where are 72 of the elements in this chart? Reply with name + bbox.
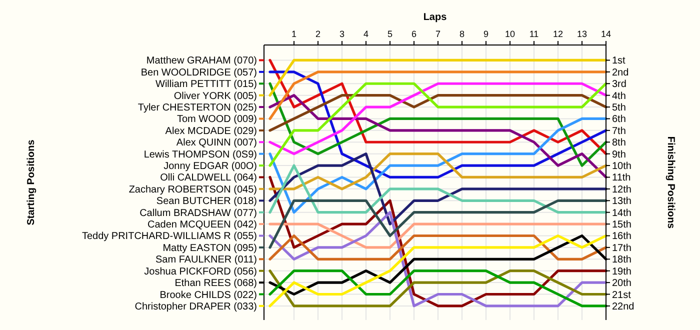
line-series <box>268 117 608 214</box>
line-series <box>268 164 608 214</box>
legend-label: William PETTITT (015) <box>156 79 257 90</box>
line-series <box>268 94 608 179</box>
y2-tick-label: 2nd <box>612 67 629 78</box>
y2-tick-label: 5th <box>612 102 626 114</box>
x-tick-label: 14 <box>600 29 612 39</box>
x-tick-label: 11 <box>529 29 539 39</box>
legend-label: Ethan REES (068) <box>174 278 257 290</box>
y2-tick-label: 6th <box>612 114 626 126</box>
y2-tick-label: 15th <box>612 220 632 231</box>
x-axis-title: Laps <box>423 12 448 23</box>
y2-tick-label: 8th <box>612 138 626 149</box>
y2-tick-label: 9th <box>612 149 626 160</box>
y2-tick-label: 20th <box>612 278 632 290</box>
y2-tick-label: 10th <box>612 161 632 172</box>
y2-tick-label: 16th <box>612 231 632 242</box>
y2-tick-label: 3rd <box>612 79 626 90</box>
line-series <box>268 94 608 132</box>
line-series <box>268 211 608 308</box>
line-series <box>268 152 608 190</box>
x-tick-label: 10 <box>504 29 516 39</box>
legend-label: Tyler CHESTERTON (025) <box>138 102 257 114</box>
y2-tick-label: 17th <box>612 242 632 254</box>
x-tick-label: 6 <box>411 29 417 39</box>
y2-axis-title: Finishing Positions <box>665 136 676 230</box>
y2-tick-label: 18th <box>612 254 632 266</box>
legend-label: Ben WOOLDRIDGE (057) <box>140 67 257 78</box>
x-tick-label: 1 <box>291 29 297 39</box>
legend-label: Alex MCDADE (029) <box>165 126 257 137</box>
y2-tick-label: 12th <box>612 184 632 196</box>
x-tick-label: 8 <box>459 29 465 39</box>
x-tick-label: 2 <box>315 29 321 39</box>
x-tick-label: 3 <box>339 29 345 39</box>
x-tick-label: 13 <box>576 29 588 39</box>
legend-label: Christopher DRAPER (033) <box>134 301 257 312</box>
x-tick-label: 7 <box>435 29 441 39</box>
legend-label: Joshua PICKFORD (056) <box>144 266 257 278</box>
legend-label: Sam FAULKNER (011) <box>155 254 257 266</box>
line-series <box>268 152 608 226</box>
legend-label: Caden MCQUEEN (042) <box>148 220 257 231</box>
legend-label: Tom WOOD (009) <box>176 114 257 126</box>
line-series <box>268 234 608 308</box>
y2-tick-label: 11th <box>612 172 631 184</box>
legend-label: Olli CALDWELL (064) <box>160 172 257 184</box>
legend-label: Zachary ROBERTSON (045) <box>128 184 257 196</box>
legend-label: Oliver YORK (005) <box>174 90 257 102</box>
legend-label: Brooke CHILDS (022) <box>160 290 257 301</box>
y2-tick-label: 4th <box>612 90 626 102</box>
legend-label: Teddy PRITCHARD-WILLIAMS R (055) <box>82 231 257 242</box>
y2-tick-label: 1st <box>612 56 626 67</box>
line-series <box>268 199 608 249</box>
legend-title: Starting Positions <box>26 139 37 226</box>
legend-label: Lewis THOMPSON (0S9) <box>144 149 257 160</box>
y2-tick-label: 13th <box>612 196 632 208</box>
x-tick-label: 9 <box>483 29 489 39</box>
legend-label: Sean BUTCHER (018) <box>156 196 257 208</box>
legend-label: Alex QUINN (007) <box>176 138 257 149</box>
x-tick-label: 4 <box>363 29 369 39</box>
y2-tick-label: 21st <box>612 290 632 301</box>
y2-tick-label: 7th <box>612 126 626 137</box>
line-series <box>268 270 608 308</box>
legend-label: Matty EASTON (095) <box>162 242 257 254</box>
y2-tick-label: 22nd <box>612 301 634 312</box>
x-tick-label: 5 <box>387 29 393 39</box>
legend-label: Callum BRADSHAW (077) <box>140 208 257 219</box>
y2-tick-label: 19th <box>612 266 632 278</box>
line-series <box>268 70 608 179</box>
y2-tick-label: 14th <box>612 208 632 219</box>
legend-label: Jonny EDGAR (00O) <box>164 161 257 172</box>
x-tick-label: 12 <box>552 29 564 39</box>
legend-label: Matthew GRAHAM (070) <box>146 56 257 67</box>
